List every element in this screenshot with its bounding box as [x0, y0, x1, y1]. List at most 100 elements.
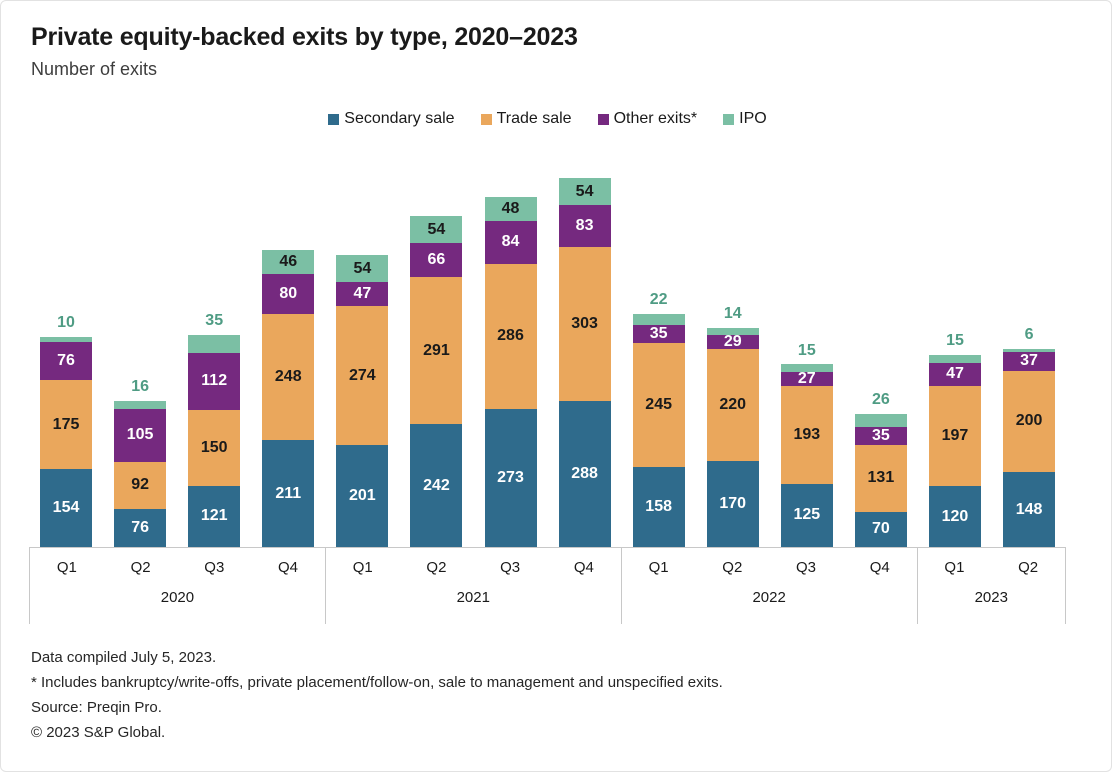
segment-value-label: 70 — [871, 520, 890, 538]
quarter-label-2020-q1: Q1 — [56, 559, 77, 576]
segment-trade-sale-2020-q3: 150 — [188, 409, 241, 486]
segment-value-label: 105 — [126, 426, 154, 444]
segment-other-exits-2021-q2: 66 — [410, 243, 463, 277]
axis-group-2022: Q1 Q2 Q3 Q4 2022 — [620, 548, 917, 624]
chart-area: Secondary sale Trade sale Other exits* IPO … — [29, 108, 1066, 624]
footnotes: Data compiled July 5, 2023. * Includes ba… — [31, 645, 1081, 745]
quarter-labels-row: Q1 Q2 — [918, 559, 1065, 576]
segment-value-label: 84 — [501, 233, 520, 251]
quarter-label-2022-q2: Q2 — [722, 559, 743, 576]
segment-value-label: 54 — [427, 220, 446, 238]
segment-value-label: 200 — [1015, 412, 1043, 430]
year-label-2022: 2022 — [752, 589, 786, 606]
segment-ipo-2021-q3: 48 — [484, 196, 537, 222]
segment-value-label: 154 — [52, 498, 80, 516]
year-label-2021: 2021 — [456, 589, 490, 606]
segment-other-exits-2023-q1: 47 — [928, 362, 981, 387]
segment-value-label: 197 — [941, 427, 969, 445]
segment-secondary-sale-2022-q2: 170 — [706, 460, 759, 547]
segment-other-exits-2021-q4: 83 — [558, 205, 611, 248]
footnote-line-1: Data compiled July 5, 2023. — [31, 649, 217, 666]
ipo-value-label-above: 6 — [1024, 325, 1034, 343]
segment-value-label: 47 — [353, 285, 372, 303]
segment-ipo-2020-q3 — [188, 335, 241, 353]
x-axis: Q1 Q2 Q3 Q4 2020 Q1 Q2 Q3 Q4 2021 Q1 Q2 Q3 Q4 2022 Q1 Q2… — [29, 547, 1066, 624]
quarter-labels-row: Q1 Q2 Q3 Q4 — [326, 559, 621, 576]
segment-secondary-sale-2021-q1: 201 — [336, 445, 389, 547]
segment-value-label: 27 — [797, 369, 816, 387]
bar-stack-2022-q3: 125 193 27 — [780, 364, 833, 547]
segment-value-label: 29 — [723, 332, 742, 350]
segment-trade-sale-2023-q1: 197 — [928, 386, 981, 487]
segment-value-label: 120 — [941, 507, 969, 525]
segment-secondary-sale-2020-q1: 154 — [40, 468, 93, 547]
segment-value-label: 201 — [348, 487, 376, 505]
segment-ipo-2022-q1 — [632, 313, 685, 326]
bar-2023-q1: 15 120 197 47 — [918, 152, 992, 547]
segment-secondary-sale-2022-q1: 158 — [632, 466, 685, 547]
segment-value-label: 54 — [575, 182, 594, 200]
segment-ipo-2020-q4: 46 — [262, 250, 315, 274]
legend-label: Other exits* — [613, 110, 698, 127]
segment-value-label: 66 — [427, 251, 446, 269]
bar-stack-2023-q2: 148 200 37 — [1003, 348, 1056, 547]
segment-other-exits-2021-q3: 84 — [484, 221, 537, 264]
bar-2021-q2: 242 291 66 54 — [399, 152, 473, 547]
axis-group-2021: Q1 Q2 Q3 Q4 2021 — [324, 548, 621, 624]
segment-other-exits-2020-q3: 112 — [188, 352, 241, 410]
quarter-label-2022-q1: Q1 — [648, 559, 669, 576]
bar-2020-q3: 35 121 150 112 — [177, 152, 251, 547]
chart-card: Private equity-backed exits by type, 202… — [1, 1, 1111, 745]
ipo-value-label-above: 26 — [872, 391, 890, 409]
axis-group-2020: Q1 Q2 Q3 Q4 2020 — [29, 548, 325, 624]
segment-other-exits-2021-q1: 47 — [336, 282, 389, 307]
bar-stack-2021-q3: 273 286 84 48 — [484, 196, 537, 547]
segment-trade-sale-2022-q4: 131 — [854, 445, 907, 512]
segment-value-label: 274 — [348, 366, 376, 384]
trade-sale-swatch-icon — [480, 113, 492, 125]
segment-value-label: 175 — [52, 415, 80, 433]
ipo-value-label-above: 15 — [946, 331, 964, 349]
segment-ipo-2023-q1 — [928, 354, 981, 363]
ipo-value-label-above: 10 — [57, 313, 75, 331]
bar-2022-q4: 26 70 131 35 — [844, 152, 918, 547]
segment-value-label: 125 — [793, 506, 821, 524]
ipo-value-label-above: 35 — [205, 312, 224, 330]
segment-value-label: 150 — [200, 438, 228, 456]
quarter-labels-row: Q1 Q2 Q3 Q4 — [622, 559, 917, 576]
ipo-value-label-above: 15 — [797, 341, 816, 359]
segment-value-label: 54 — [353, 259, 372, 277]
quarter-label-2023-q2: Q2 — [1018, 559, 1039, 576]
segment-value-label: 193 — [793, 425, 821, 443]
segment-value-label: 37 — [1020, 352, 1038, 370]
bar-stack-2020-q1: 154 175 76 — [40, 336, 93, 547]
bar-stack-2021-q2: 242 291 66 54 — [410, 215, 463, 547]
plot-area: 10 154 175 76 16 76 92 105 35 121 150 112 211 248 80 46… — [29, 152, 1066, 547]
segment-secondary-sale-2021-q2: 242 — [410, 424, 463, 547]
bar-stack-2020-q2: 76 92 105 — [114, 400, 167, 547]
segment-secondary-sale-2021-q3: 273 — [484, 408, 537, 547]
bar-2021-q3: 273 286 84 48 — [473, 152, 547, 547]
quarter-label-2022-q3: Q3 — [796, 559, 817, 576]
segment-trade-sale-2022-q2: 220 — [706, 349, 759, 461]
bar-stack-2021-q1: 201 274 47 54 — [336, 255, 389, 547]
segment-value-label: 112 — [201, 372, 228, 390]
ipo-value-label-above: 22 — [649, 290, 668, 308]
segment-ipo-2023-q2 — [1003, 348, 1056, 352]
segment-value-label: 148 — [1015, 500, 1043, 518]
segment-value-label: 288 — [571, 465, 598, 482]
ipo-swatch-icon — [723, 113, 735, 125]
segment-trade-sale-2021-q2: 291 — [410, 276, 463, 425]
segment-value-label: 211 — [275, 484, 302, 502]
quarter-labels-row: Q1 Q2 Q3 Q4 — [30, 559, 325, 576]
segment-secondary-sale-2023-q1: 120 — [928, 486, 981, 547]
segment-secondary-sale-2020-q3: 121 — [188, 485, 241, 547]
segment-ipo-2022-q4 — [854, 414, 907, 428]
segment-trade-sale-2020-q2: 92 — [114, 461, 167, 509]
footnote-line-3: Source: Preqin Pro. — [31, 699, 162, 716]
legend-item-secondary-sale: Secondary sale — [328, 110, 455, 128]
segment-value-label: 76 — [131, 518, 149, 536]
quarter-label-2023-q1: Q1 — [944, 559, 965, 576]
segment-value-label: 121 — [200, 507, 228, 525]
segment-value-label: 46 — [279, 253, 298, 271]
